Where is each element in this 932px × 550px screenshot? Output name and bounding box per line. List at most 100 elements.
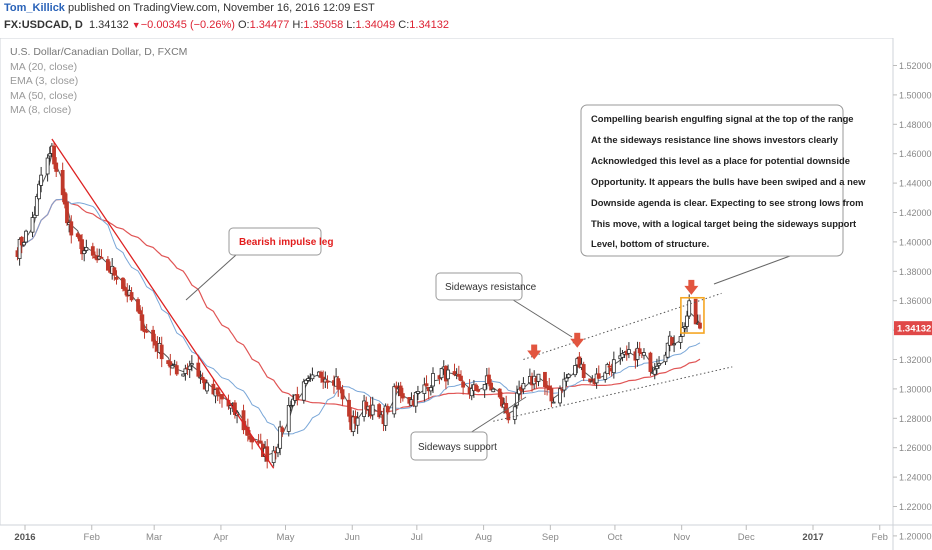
- candle-body: [422, 384, 427, 394]
- sideways-support-trendline[interactable]: [493, 366, 733, 422]
- support-callout[interactable]: Sideways support: [410, 396, 527, 461]
- down-arrow-icon: [574, 332, 581, 340]
- signal-callout-line-1: Compelling bearish engulfing signal at t…: [591, 113, 854, 124]
- candle-body: [52, 145, 56, 165]
- candle-body: [687, 300, 692, 317]
- candle-body: [416, 391, 420, 394]
- candle-body: [672, 343, 677, 346]
- candle-body: [491, 388, 496, 393]
- candle-body: [60, 170, 65, 196]
- candle-body: [90, 246, 95, 256]
- impulse-callout-text: Bearish impulse leg: [239, 237, 333, 248]
- price-tick-label: 1.32000: [899, 355, 932, 365]
- publish-line: Tom_Killick published on TradingView.com…: [4, 2, 375, 14]
- legend-ma8[interactable]: MA (8, close): [10, 104, 71, 116]
- candle-body: [655, 365, 659, 369]
- candle-body: [174, 365, 179, 375]
- last-price-badge-bg: [894, 321, 932, 336]
- price-tick-label: 1.28000: [899, 414, 932, 424]
- candle-body: [30, 217, 35, 233]
- candle-body: [271, 450, 276, 463]
- time-tick-label: May: [277, 532, 295, 543]
- candle-body: [663, 354, 668, 363]
- last-price: 1.34132: [88, 19, 129, 31]
- candle-body: [512, 406, 517, 420]
- signal-callout-pointer: [713, 255, 791, 285]
- signal-callout-line-3: Acknowledged this level as a place for p…: [591, 155, 850, 166]
- time-axis[interactable]: 2016 Feb Mar Apr May Jun Jul Aug Sep Oct Nov Dec 201…: [14, 525, 888, 543]
- candle-body: [121, 277, 125, 289]
- candle-body: [428, 387, 433, 392]
- sideways-resistance-trendline[interactable]: [523, 292, 722, 360]
- candle-body: [398, 385, 403, 397]
- candle-body: [452, 371, 457, 376]
- signal-callout[interactable]: Compelling bearish engulfing signal at t…: [580, 104, 866, 285]
- author-link[interactable]: Tom_Killick: [4, 2, 65, 14]
- price-tick-label: 1.42000: [899, 208, 932, 218]
- price-axis[interactable]: 1.52000 1.50000 1.48000 1.46000 1.44000 1.420…: [893, 61, 932, 541]
- candle-body: [517, 388, 522, 395]
- legend-ma20[interactable]: MA (20, close): [10, 61, 77, 73]
- time-tick-label: Nov: [673, 532, 690, 543]
- price-tick-label: 1.20000: [899, 531, 932, 541]
- candle-body: [603, 372, 608, 380]
- candle-body: [627, 349, 631, 354]
- candle-body: [476, 389, 481, 392]
- candle-body: [588, 378, 593, 383]
- time-tick-label: Jun: [345, 532, 360, 543]
- candle-body: [693, 298, 698, 325]
- candle-body: [596, 373, 601, 379]
- low-value: 1.34049: [355, 19, 396, 31]
- candle-body: [459, 375, 463, 381]
- candle-body: [635, 347, 640, 360]
- candle-body: [620, 352, 625, 358]
- legend-ma50[interactable]: MA (50, close): [10, 90, 77, 102]
- candle-body: [549, 388, 554, 402]
- bearish-impulse-leg-trendline[interactable]: [51, 138, 275, 469]
- candle-body: [17, 238, 22, 259]
- candle-body: [37, 183, 41, 200]
- candle-body: [144, 330, 149, 333]
- open-value: 1.34477: [249, 19, 290, 31]
- impulse-callout-box: [228, 227, 322, 256]
- candle-body: [142, 329, 147, 333]
- time-tick-label: Mar: [146, 532, 162, 543]
- candle-body: [385, 406, 390, 413]
- candle-body: [515, 392, 519, 406]
- impulse-callout[interactable]: Bearish impulse leg: [185, 227, 333, 301]
- candle-body: [504, 403, 509, 413]
- candle-body: [189, 363, 194, 366]
- candle-body: [153, 341, 158, 346]
- price-tick-label: 1.48000: [899, 120, 932, 130]
- candle-body: [258, 440, 263, 444]
- candle-body: [351, 416, 356, 432]
- candle-body: [22, 242, 26, 246]
- candle-body: [347, 399, 351, 417]
- candle-body: [151, 329, 155, 342]
- candle-body: [47, 153, 52, 157]
- candle-body: [183, 368, 188, 374]
- candle-body: [566, 373, 571, 378]
- publish-info: published on TradingView.com, November 1…: [68, 2, 375, 14]
- candle-body: [642, 352, 646, 356]
- signal-callout-line-5: Downside agenda is clear. Expecting to s…: [591, 197, 863, 208]
- candle-body: [310, 374, 315, 380]
- candle-body: [670, 337, 674, 346]
- close-value: 1.34132: [409, 19, 450, 31]
- candle-body: [652, 369, 657, 375]
- candle-body: [39, 174, 44, 186]
- candle-body: [648, 352, 653, 372]
- candle-body: [278, 426, 283, 449]
- resistance-callout[interactable]: Sideways resistance: [435, 272, 573, 338]
- candle-body: [32, 214, 37, 219]
- close-label: C:: [398, 19, 410, 31]
- time-tick-label: 2016: [14, 532, 35, 543]
- ma20-line: [17, 198, 701, 435]
- price-chart[interactable]: U.S. Dollar/Canadian Dollar, D, FXCM MA …: [0, 38, 932, 550]
- time-tick-label: Aug: [475, 532, 492, 543]
- candle-body: [77, 234, 82, 242]
- legend-ema3[interactable]: EMA (3, close): [10, 75, 78, 87]
- candle-body: [482, 384, 487, 391]
- candle-body: [136, 299, 140, 312]
- candle-body: [276, 446, 280, 454]
